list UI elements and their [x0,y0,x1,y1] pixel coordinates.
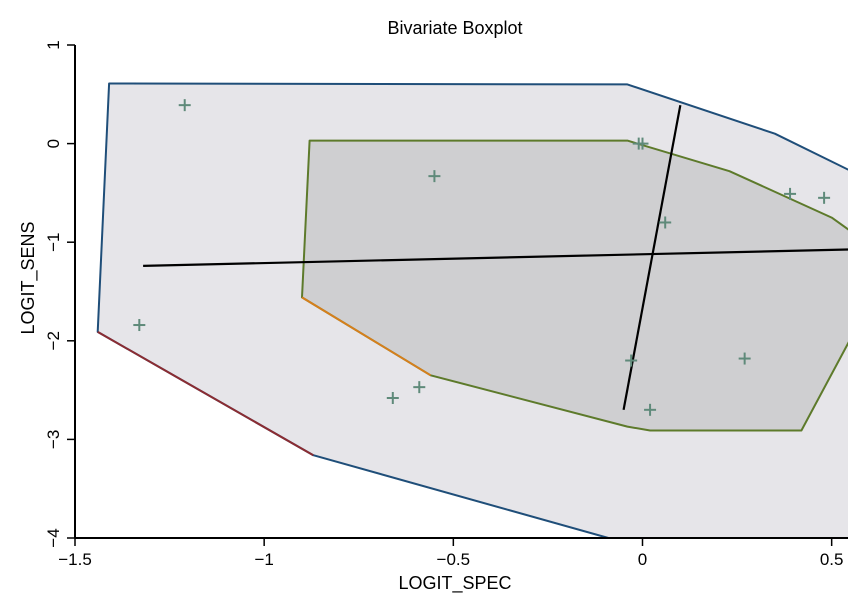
x-tick-label: −0.5 [437,550,471,569]
y-tick-label: −2 [44,331,63,350]
data-point [133,319,146,332]
x-tick-label: 0.5 [820,550,844,569]
y-tick-label: −4 [44,528,63,547]
y-tick-label: −3 [44,430,63,449]
data-point [386,391,399,404]
chart-title: Bivariate Boxplot [387,18,522,38]
data-point [738,352,751,365]
regression-line-1 [143,248,848,267]
data-point [413,381,426,394]
y-axis-title: LOGIT_SENS [18,221,39,334]
x-tick-label: 0 [638,550,647,569]
data-point [818,191,831,204]
fence-lower-left-segment [97,331,314,457]
data-point [428,170,441,183]
y-tick-label: 1 [44,40,63,49]
x-tick-label: −1.5 [58,550,92,569]
y-tick-label: −1 [44,233,63,252]
data-point [625,354,638,367]
data-point [659,216,672,229]
data-point [784,187,797,200]
x-tick-label: −1 [254,550,273,569]
data-point [636,137,649,150]
data-point [178,99,191,112]
regression-line-2 [622,104,682,411]
y-tick-label: 0 [44,139,63,148]
x-axis-title: LOGIT_SPEC [398,573,511,594]
hinge-lower-left-segment [301,296,432,377]
data-point [644,403,657,416]
